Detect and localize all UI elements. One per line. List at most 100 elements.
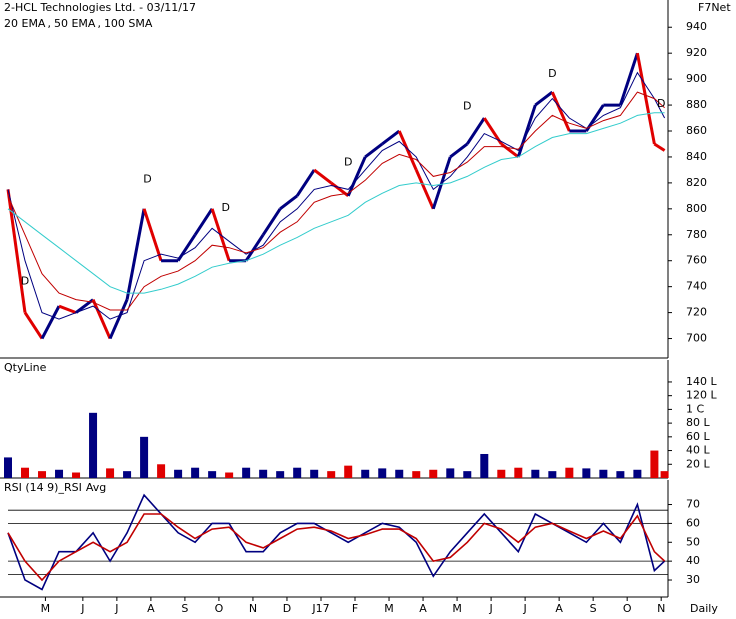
legend-entry: 50 EMA (54, 17, 96, 30)
volume-bar (378, 468, 387, 478)
chart-title: 2-HCL Technologies Ltd. - 03/11/17 (4, 1, 196, 14)
series-line (7, 513, 666, 582)
y-tick-label: 40 L (686, 444, 710, 457)
volume-bar (225, 472, 234, 478)
x-tick-label: O (623, 602, 632, 615)
x-tick-label: N (657, 602, 665, 615)
annotation: D (463, 100, 471, 113)
x-tick-label: D (283, 602, 291, 615)
volume-bar (276, 471, 285, 478)
volume-bar (174, 469, 183, 478)
volume-bar (259, 469, 268, 478)
volume-bar (650, 450, 659, 478)
legend-separator: , (97, 17, 101, 30)
price-segment (635, 52, 656, 145)
y-tick-label: 920 (686, 46, 707, 59)
price-segment (125, 208, 146, 300)
y-tick-label: 780 (686, 228, 707, 241)
pane-title: RSI (14 9) (4, 481, 58, 494)
price-segment (534, 90, 554, 107)
price-segment (23, 311, 44, 340)
volume-bar (633, 469, 642, 478)
x-tick-label: N (249, 602, 257, 615)
volume-bar (497, 469, 506, 478)
y-tick-label: 30 (686, 573, 700, 586)
price-segment (364, 142, 384, 159)
annotation: D (344, 155, 352, 168)
y-tick-label: 140 L (686, 375, 717, 388)
x-tick-label: J (80, 602, 84, 615)
annotation: D (21, 275, 29, 288)
price-segment (500, 142, 520, 159)
x-tick-label: A (419, 602, 427, 615)
price-segment (261, 208, 282, 236)
legend-entry: 100 SMA (104, 17, 153, 30)
volume-bar (361, 469, 370, 478)
volume-bar (395, 469, 404, 478)
volume-bar (72, 472, 81, 478)
y-tick-label: 20 L (686, 457, 710, 470)
x-tick-label: M (384, 602, 394, 615)
volume-bar (123, 471, 132, 478)
brand: F7Net (698, 1, 731, 14)
price-segment (6, 189, 27, 313)
x-tick-label: M (41, 602, 51, 615)
volume-bar (293, 467, 302, 478)
volume-bar (310, 469, 319, 478)
y-tick-label: 60 L (686, 430, 710, 443)
volume-bar (446, 468, 455, 478)
volume-bar (4, 457, 12, 478)
volume-bar (157, 464, 166, 478)
price-segment (91, 299, 112, 340)
y-tick-label: 900 (686, 72, 707, 85)
price-segment (346, 156, 367, 197)
volume-bar (514, 467, 523, 478)
x-tick-label: O (215, 602, 224, 615)
price-segment (466, 117, 486, 145)
x-tick-label: A (147, 602, 155, 615)
price-segment (108, 299, 129, 340)
volume-bar (565, 467, 574, 478)
annotation: D (221, 201, 229, 214)
y-tick-label: 860 (686, 124, 707, 137)
volume-bar (582, 468, 591, 478)
price-segment (58, 304, 77, 315)
legend-entry: 20 EMA (4, 17, 46, 30)
y-tick-label: 80 L (686, 416, 710, 429)
volume-bar (480, 453, 489, 478)
legend-separator: , (47, 17, 51, 30)
volume-bar (616, 471, 625, 478)
x-tick-label: F (352, 602, 358, 615)
x-tick-label: J17 (311, 602, 329, 615)
price-segment (193, 208, 214, 236)
volume-bar (89, 412, 98, 478)
x-axis-label: Daily (690, 602, 718, 615)
y-tick-label: 70 (686, 498, 700, 511)
volume-bar (548, 471, 557, 478)
x-tick-label: S (590, 602, 597, 615)
volume-bar (429, 469, 438, 478)
volume-bar (21, 467, 30, 478)
price-segment (618, 52, 639, 106)
y-tick-label: 800 (686, 202, 707, 215)
price-segment (397, 130, 418, 171)
price-segment (653, 142, 666, 152)
price-segment (244, 233, 265, 262)
annotation: D (143, 172, 151, 185)
price-segment (142, 208, 163, 262)
series-line (7, 493, 666, 591)
volume-bar (344, 465, 353, 478)
y-tick-label: 760 (686, 254, 707, 267)
legend-entry: _RSI (57, 481, 81, 494)
x-tick-label: M (452, 602, 462, 615)
volume-bar (412, 471, 421, 478)
x-tick-label: A (555, 602, 563, 615)
x-tick-label: S (181, 602, 188, 615)
series-line (7, 112, 665, 294)
y-tick-label: 880 (686, 98, 707, 111)
y-tick-label: 820 (686, 176, 707, 189)
annotation: D (548, 67, 556, 80)
y-tick-label: 700 (686, 332, 707, 345)
y-tick-label: 50 (686, 535, 700, 548)
